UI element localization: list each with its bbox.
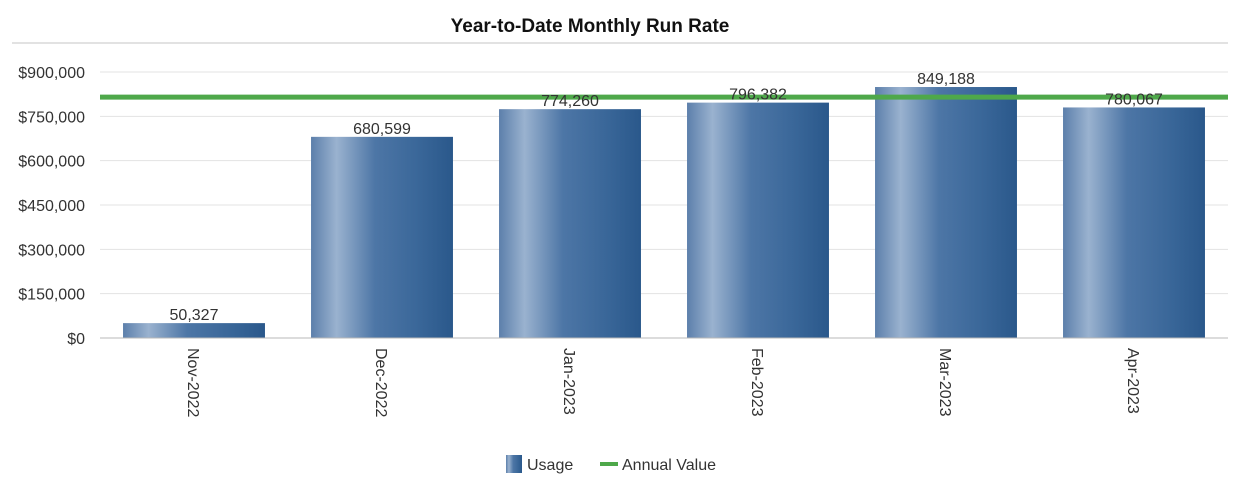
data-label: 680,599 <box>353 121 411 138</box>
legend: Usage Annual Value <box>506 455 716 474</box>
x-tick-label: Jan-2023 <box>560 348 577 415</box>
gridlines <box>100 71 1228 295</box>
data-label: 50,327 <box>170 307 219 324</box>
data-label: 774,260 <box>541 93 599 110</box>
y-tick-label: $600,000 <box>18 154 85 171</box>
legend-swatch-usage <box>506 455 522 473</box>
x-tick-label: Dec-2022 <box>372 348 389 417</box>
bar <box>687 102 829 338</box>
x-tick-label: Feb-2023 <box>748 348 765 417</box>
bar <box>123 323 265 338</box>
data-label: 780,067 <box>1105 91 1163 108</box>
legend-label-annual-value: Annual Value <box>622 457 716 474</box>
bar <box>311 136 453 338</box>
bar <box>499 109 641 339</box>
y-tick-label: $900,000 <box>18 65 85 82</box>
x-tick-label: Apr-2023 <box>1124 348 1141 414</box>
y-tick-label: $450,000 <box>18 198 85 215</box>
y-tick-label: $750,000 <box>18 109 85 126</box>
y-tick-label: $150,000 <box>18 287 85 304</box>
bars <box>123 87 1205 339</box>
legend-label-usage: Usage <box>527 457 573 474</box>
y-axis-ticks: $0 $150,000 $300,000 $450,000 $600,000 $750,0… <box>18 65 85 348</box>
bar <box>875 87 1017 339</box>
data-label: 849,188 <box>917 71 975 88</box>
chart-title: Year-to-Date Monthly Run Rate <box>451 16 730 37</box>
y-tick-label: $0 <box>67 331 85 348</box>
x-tick-label: Mar-2023 <box>936 348 953 417</box>
y-tick-label: $300,000 <box>18 242 85 259</box>
bar <box>1063 107 1205 338</box>
data-labels: 50,327 680,599 774,260 796,382 849,188 780,06… <box>170 71 1163 324</box>
data-label: 796,382 <box>729 87 787 104</box>
x-axis-ticks: Nov-2022 Dec-2022 Jan-2023 Feb-2023 Mar-2023… <box>184 348 1141 417</box>
x-tick-label: Nov-2022 <box>184 348 201 417</box>
